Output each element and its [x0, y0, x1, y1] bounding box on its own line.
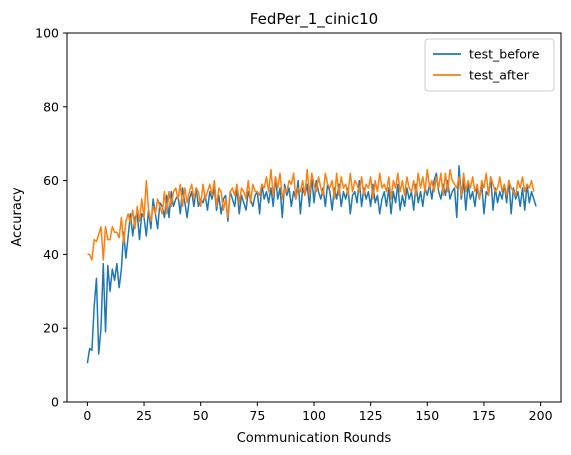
legend-label-test-after: test_after — [469, 68, 530, 83]
y-axis-ticks: 0 20 40 60 80 100 — [35, 26, 67, 410]
legend: test_before test_after — [424, 38, 555, 92]
x-axis-ticks: 0 25 50 75 100 125 150 175 200 — [83, 402, 553, 423]
x-tick-label: 25 — [136, 408, 152, 423]
series-line-test-after — [87, 168, 535, 261]
y-tick-label: 20 — [43, 321, 59, 336]
x-tick-label: 50 — [193, 408, 209, 423]
y-tick-label: 60 — [43, 173, 59, 188]
legend-label-test-before: test_before — [469, 47, 540, 62]
x-tick-label: 200 — [529, 408, 553, 423]
x-tick-label: 0 — [83, 408, 91, 423]
x-tick-label: 100 — [302, 408, 326, 423]
x-tick-label: 125 — [359, 408, 383, 423]
y-tick-label: 80 — [43, 99, 59, 114]
chart-title: FedPer_1_cinic10 — [250, 10, 378, 29]
x-tick-label: 75 — [249, 408, 265, 423]
y-axis-title: Accuracy — [10, 187, 25, 247]
x-tick-label: 175 — [472, 408, 496, 423]
y-tick-label: 100 — [35, 26, 59, 41]
x-axis-title: Communication Rounds — [237, 431, 392, 446]
series-layer — [86, 165, 537, 364]
y-tick-label: 0 — [51, 395, 59, 410]
y-tick-label: 40 — [43, 247, 59, 262]
legend-box — [424, 38, 555, 92]
x-tick-label: 150 — [415, 408, 439, 423]
